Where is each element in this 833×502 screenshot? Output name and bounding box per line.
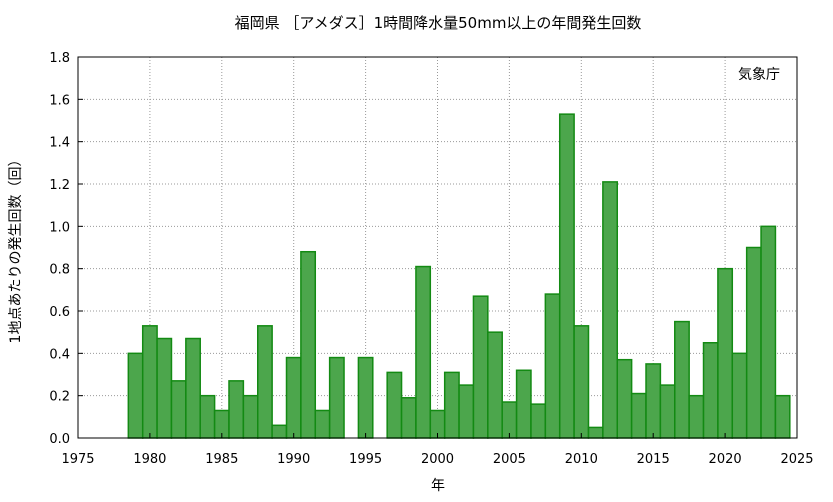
bar-1991 bbox=[300, 250, 317, 439]
bar-2019 bbox=[702, 342, 719, 439]
bar-2004 bbox=[487, 331, 503, 439]
y-tick-label: 1.2 bbox=[49, 178, 70, 193]
bar-2017 bbox=[674, 320, 690, 439]
bar-1992 bbox=[314, 409, 331, 439]
bar-2005 bbox=[501, 401, 518, 439]
bar-2009 bbox=[558, 113, 575, 439]
bar-1993 bbox=[328, 356, 345, 439]
x-tick-label: 2010 bbox=[565, 452, 598, 467]
y-tick-label: 0.4 bbox=[49, 347, 70, 362]
y-tick-label: 1.6 bbox=[49, 93, 70, 108]
bar-2022 bbox=[745, 246, 762, 439]
grid bbox=[78, 57, 797, 438]
bar-2001 bbox=[443, 371, 460, 439]
bar-1984 bbox=[199, 394, 216, 439]
bar-2011 bbox=[587, 426, 604, 439]
bar-1982 bbox=[170, 380, 187, 439]
bar-2015 bbox=[645, 363, 662, 439]
y-tick-label: 1.0 bbox=[49, 220, 70, 235]
bar-2023 bbox=[760, 225, 777, 439]
bar-2002 bbox=[458, 384, 475, 439]
bar-1989 bbox=[271, 424, 288, 439]
x-tick-label: 1975 bbox=[61, 452, 94, 467]
bar-1995 bbox=[357, 356, 374, 439]
bar-2006 bbox=[515, 369, 532, 439]
bar-2007 bbox=[530, 403, 547, 439]
bar-2016 bbox=[659, 384, 676, 439]
x-tick-label: 2020 bbox=[709, 452, 742, 467]
bar-2012 bbox=[602, 181, 618, 439]
bar-2021 bbox=[731, 352, 748, 439]
bar-1986 bbox=[228, 380, 245, 439]
bar-2020 bbox=[717, 267, 734, 439]
x-tick-label: 1985 bbox=[205, 452, 238, 467]
source-annotation: 気象庁 bbox=[738, 67, 780, 83]
bar-2003 bbox=[472, 295, 489, 439]
x-tick-label: 2005 bbox=[493, 452, 526, 467]
chart-title: 福岡県 ［アメダス］1時間降水量50mm以上の年間発生回数 bbox=[235, 14, 642, 32]
bar-1987 bbox=[242, 394, 259, 439]
y-tick-label: 0.0 bbox=[49, 432, 70, 447]
bar-1999 bbox=[415, 265, 432, 439]
bar-2024 bbox=[774, 394, 791, 439]
bar-1990 bbox=[285, 356, 302, 439]
bar-1997 bbox=[386, 371, 403, 439]
y-tick-label: 0.6 bbox=[49, 305, 70, 320]
bar-2018 bbox=[688, 394, 705, 439]
x-tick-label: 1990 bbox=[277, 452, 310, 467]
y-tick-label: 0.8 bbox=[49, 263, 70, 278]
bar-1979 bbox=[127, 352, 144, 439]
y-tick-label: 0.2 bbox=[49, 390, 70, 405]
bar-1983 bbox=[185, 337, 201, 439]
bar-2013 bbox=[616, 358, 633, 439]
bar-2008 bbox=[544, 293, 561, 439]
x-tick-label: 2025 bbox=[780, 452, 813, 467]
bar-1998 bbox=[400, 397, 417, 439]
x-tick-label: 2000 bbox=[421, 452, 454, 467]
x-axis: 1975 1980 1985 1990 1995 2000 2005 2010 2015 2020… bbox=[61, 433, 814, 467]
x-tick-label: 1995 bbox=[349, 452, 382, 467]
y-tick-label: 1.4 bbox=[49, 136, 70, 151]
x-axis-label: 年 bbox=[431, 478, 445, 494]
bar-1988 bbox=[257, 325, 273, 439]
bar-1981 bbox=[156, 337, 173, 439]
bar-2014 bbox=[630, 392, 647, 439]
y-axis-label: 1地点あたりの発生回数（回） bbox=[8, 153, 24, 344]
y-tick-label: 1.8 bbox=[49, 51, 70, 66]
bars bbox=[127, 113, 791, 439]
x-tick-label: 1980 bbox=[133, 452, 166, 467]
bar-1980 bbox=[141, 325, 158, 439]
x-tick-label: 2015 bbox=[637, 452, 670, 467]
y-axis: 0.0 0.2 0.4 0.6 0.8 1.0 1.2 1.4 1.6 1.8 bbox=[49, 51, 83, 447]
bar-2010 bbox=[573, 325, 590, 439]
